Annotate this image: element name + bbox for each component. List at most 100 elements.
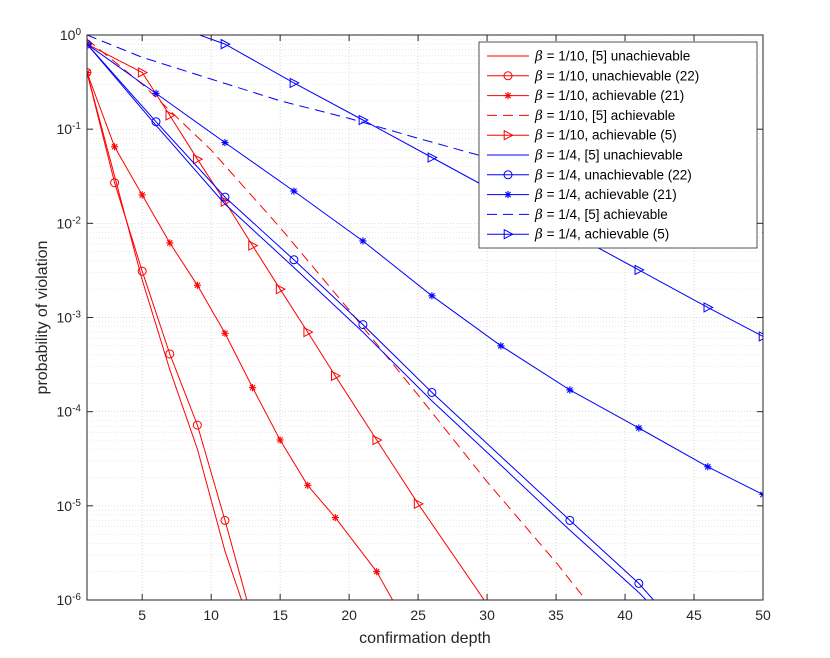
x-tick-label: 40 <box>617 607 633 623</box>
x-axis-ticks: 5 10 15 20 25 30 35 40 45 50 <box>138 35 771 623</box>
x-axis-label: confirmation depth <box>359 630 491 647</box>
series-line <box>87 72 243 600</box>
legend-label: β = 1/4, [5] unachievable <box>534 148 683 164</box>
series-8 <box>87 40 763 499</box>
data-point <box>87 67 92 77</box>
data-point <box>166 239 174 247</box>
star-stroke <box>111 143 118 150</box>
series-line <box>87 72 394 600</box>
star-stroke <box>87 43 90 48</box>
star-stroke <box>87 41 90 45</box>
data-point <box>497 342 505 350</box>
data-point <box>704 463 712 471</box>
series-line <box>87 43 647 600</box>
data-point <box>331 370 342 382</box>
star-stroke <box>304 482 311 489</box>
legend-entry: β = 1/4, unachievable (22) <box>487 167 692 183</box>
data-point <box>289 255 299 265</box>
legend-label: β = 1/10, achievable (5) <box>534 128 677 144</box>
star-stroke <box>221 139 228 146</box>
data-point <box>152 89 160 97</box>
legend-label: β = 1/10, [5] unachievable <box>534 49 690 65</box>
data-point <box>137 67 149 78</box>
star-stroke <box>373 568 380 575</box>
data-point <box>275 283 287 295</box>
star-stroke <box>249 384 256 391</box>
legend-marker <box>503 228 514 240</box>
data-point <box>289 77 300 89</box>
data-point <box>303 326 314 338</box>
star-stroke <box>221 330 228 337</box>
legend-box <box>478 41 758 249</box>
legend-entry: β = 1/10, [5] unachievable <box>487 49 690 65</box>
data-point <box>220 38 231 50</box>
data-point <box>193 281 201 289</box>
star-stroke <box>152 90 159 97</box>
star-stroke <box>166 239 173 246</box>
data-point <box>165 349 175 359</box>
legend-label: β = 1/10, achievable (21) <box>534 88 684 104</box>
series-5 <box>87 41 485 600</box>
x-tick-label: 35 <box>548 607 564 623</box>
y-axis-label: probability of violation <box>34 241 51 395</box>
star-stroke <box>635 425 642 432</box>
data-point <box>221 139 229 147</box>
star-stroke <box>87 69 90 74</box>
star-stroke <box>505 92 511 99</box>
star-stroke <box>566 386 573 393</box>
data-point <box>759 490 763 499</box>
series-6 <box>87 43 647 600</box>
data-point <box>290 187 298 195</box>
x-tick-label: 45 <box>686 607 702 623</box>
y-tick-label: 100 <box>60 27 82 44</box>
y-tick-label: 10-5 <box>57 497 82 514</box>
legend-marker <box>503 71 513 81</box>
data-point <box>137 266 147 276</box>
series-line <box>87 43 655 600</box>
data-point <box>221 329 229 337</box>
series-7 <box>87 39 655 600</box>
data-point <box>359 237 367 245</box>
series-line <box>87 72 248 600</box>
x-tick-label: 10 <box>203 607 219 623</box>
y-tick-label: 10-4 <box>57 403 82 420</box>
star-stroke <box>332 514 339 521</box>
data-point <box>758 331 763 342</box>
data-point <box>634 578 644 588</box>
x-tick-label: 30 <box>479 607 495 623</box>
legend-label: β = 1/10, [5] achievable <box>534 108 675 124</box>
legend-label: β = 1/4, achievable (21) <box>534 187 677 203</box>
legend-label: β = 1/4, [5] achievable <box>534 207 668 223</box>
y-axis-ticks: 100 10-1 10-2 10-3 10-4 10-5 10-6 <box>57 27 763 608</box>
legend-label: β = 1/4, unachievable (22) <box>534 167 692 183</box>
data-point <box>372 434 383 446</box>
legend-entry: β = 1/4, achievable (21) <box>487 187 677 203</box>
star-stroke <box>359 237 366 244</box>
star-stroke <box>497 342 504 349</box>
data-point <box>87 40 91 48</box>
star-stroke <box>760 493 763 498</box>
legend-marker <box>503 129 514 141</box>
legend-label: β = 1/10, unachievable (22) <box>534 68 699 84</box>
legend-label: β = 1/4, achievable (5) <box>534 227 669 243</box>
legend-marker <box>504 191 512 199</box>
legend-entry: β = 1/4, [5] achievable <box>487 207 668 223</box>
star-stroke <box>290 188 297 195</box>
star-stroke <box>139 191 146 198</box>
data-point <box>373 568 381 576</box>
y-tick-label: 10-2 <box>57 215 82 232</box>
data-point <box>138 191 146 199</box>
x-tick-label: 50 <box>755 607 771 623</box>
data-point <box>193 153 204 165</box>
star-stroke <box>277 437 284 444</box>
legend: β = 1/10, [5] unachievable β = 1/10, unac… <box>478 41 758 249</box>
data-point <box>565 515 575 525</box>
legend-entry: β = 1/10, unachievable (22) <box>487 68 699 84</box>
legend-entry: β = 1/4, achievable (5) <box>487 227 669 243</box>
data-point <box>151 117 161 127</box>
legend-marker <box>503 170 513 180</box>
legend-entry: β = 1/4, [5] unachievable <box>487 148 683 164</box>
legend-entry: β = 1/10, [5] achievable <box>487 108 675 124</box>
data-point <box>358 320 368 330</box>
data-point <box>635 424 643 432</box>
